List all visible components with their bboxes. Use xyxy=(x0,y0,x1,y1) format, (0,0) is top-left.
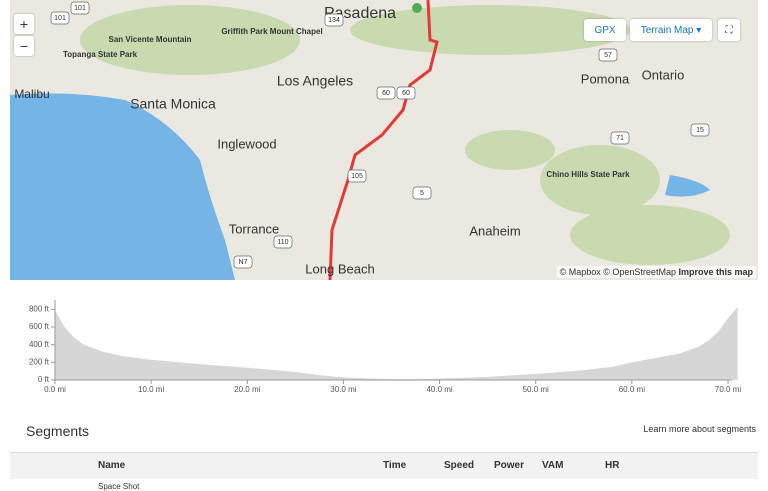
elevation-area xyxy=(55,306,738,380)
road-shield-label: 5 xyxy=(420,190,424,197)
column-header: Time xyxy=(383,460,407,471)
road-shield xyxy=(598,48,618,62)
road-shield-label: 60 xyxy=(402,90,410,97)
road-shield xyxy=(70,1,90,15)
attribution-link[interactable]: Improve this map xyxy=(678,267,753,277)
column-header: HR xyxy=(605,460,620,471)
table-header xyxy=(10,452,758,479)
column-header: Name xyxy=(98,460,126,471)
place-label: San Vicente Mountain xyxy=(109,35,192,44)
road-shield xyxy=(347,169,367,183)
road-shield xyxy=(233,255,253,269)
y-tick-label: 0 ft xyxy=(38,375,50,384)
y-tick-label: 200 ft xyxy=(29,357,50,366)
lake xyxy=(665,175,710,197)
segment-name[interactable]: Space Shot xyxy=(98,482,140,491)
road-shield-label: 60 xyxy=(382,90,390,97)
place-label: Pomona xyxy=(581,71,630,86)
y-tick-label: 400 ft xyxy=(29,340,50,349)
fullscreen-button[interactable]: ⛶ xyxy=(718,19,740,41)
road-shield-label: 101 xyxy=(74,5,86,12)
x-tick-label: 10.0 mi xyxy=(138,385,164,394)
place-label: Inglewood xyxy=(217,136,276,151)
place-label: Torrance xyxy=(229,221,280,236)
road-shield-label: 105 xyxy=(351,173,363,180)
y-tick-label: 800 ft xyxy=(29,305,50,314)
segments-title: Segments xyxy=(26,423,90,439)
terrain xyxy=(80,5,730,265)
map-type-label: Terrain Map xyxy=(640,24,694,36)
road-shield-label: 101 xyxy=(54,15,66,22)
place-label: Malibu xyxy=(14,87,49,101)
x-tick-label: 50.0 mi xyxy=(523,385,549,394)
road-shield xyxy=(376,86,396,100)
route xyxy=(328,0,439,280)
attribution: © Mapbox © OpenStreetMap Improve this ma… xyxy=(556,266,756,278)
road-shield-label: 134 xyxy=(328,17,340,24)
gpx-label: GPX xyxy=(594,24,616,36)
x-tick-label: 0.0 mi xyxy=(44,385,66,394)
x-tick-label: 70.0 mi xyxy=(715,385,741,394)
road-shield-label: 15 xyxy=(696,127,704,134)
place-label: Anaheim xyxy=(469,223,520,238)
road-shield xyxy=(412,186,432,200)
place-label: Griffith Park Mount Chapel xyxy=(221,27,322,36)
road-shield xyxy=(610,131,630,145)
road-shield xyxy=(50,11,70,25)
zoom-in[interactable]: + xyxy=(14,14,34,34)
x-tick-label: 20.0 mi xyxy=(234,385,260,394)
y-tick-label: 600 ft xyxy=(29,322,50,331)
gpx-button[interactable]: GPX xyxy=(584,19,626,41)
place-label: Chino Hills State Park xyxy=(546,170,630,179)
place-label: Santa Monica xyxy=(130,96,216,112)
column-header: Speed xyxy=(444,460,475,471)
road-shield xyxy=(273,235,293,249)
x-tick-label: 40.0 mi xyxy=(426,385,452,394)
attribution-text: © Mapbox xyxy=(559,267,601,277)
elevation-chart: 0 ft 200 ft 400 ft 600 ft 800 ft 0.0 mi 10.0 m… xyxy=(29,300,741,394)
attribution-text: © OpenStreetMap xyxy=(603,267,676,277)
zoom-out[interactable]: − xyxy=(14,36,34,56)
route-start xyxy=(412,3,422,13)
segments-link[interactable]: Learn more about segments xyxy=(643,424,756,434)
road-shield-label: N7 xyxy=(239,259,248,266)
place-label: Los Angeles xyxy=(277,73,353,89)
place-label: Long Beach xyxy=(305,261,374,276)
road-shield xyxy=(324,13,344,27)
road-shield-label: 57 xyxy=(604,52,612,59)
place-label: Topanga State Park xyxy=(63,50,138,59)
road-shield-label: 110 xyxy=(277,239,288,246)
road-shield xyxy=(690,123,710,137)
place-label: Ontario xyxy=(642,67,685,82)
road-shield-label: 71 xyxy=(616,135,624,142)
x-tick-label: 60.0 mi xyxy=(619,385,645,394)
map-type-button[interactable]: Terrain Map ▾ xyxy=(630,19,712,41)
x-tick-label: 30.0 mi xyxy=(330,385,356,394)
ocean xyxy=(10,93,235,280)
road-shield xyxy=(396,86,416,100)
column-header: VAM xyxy=(542,460,564,471)
column-header: Power xyxy=(494,460,525,471)
